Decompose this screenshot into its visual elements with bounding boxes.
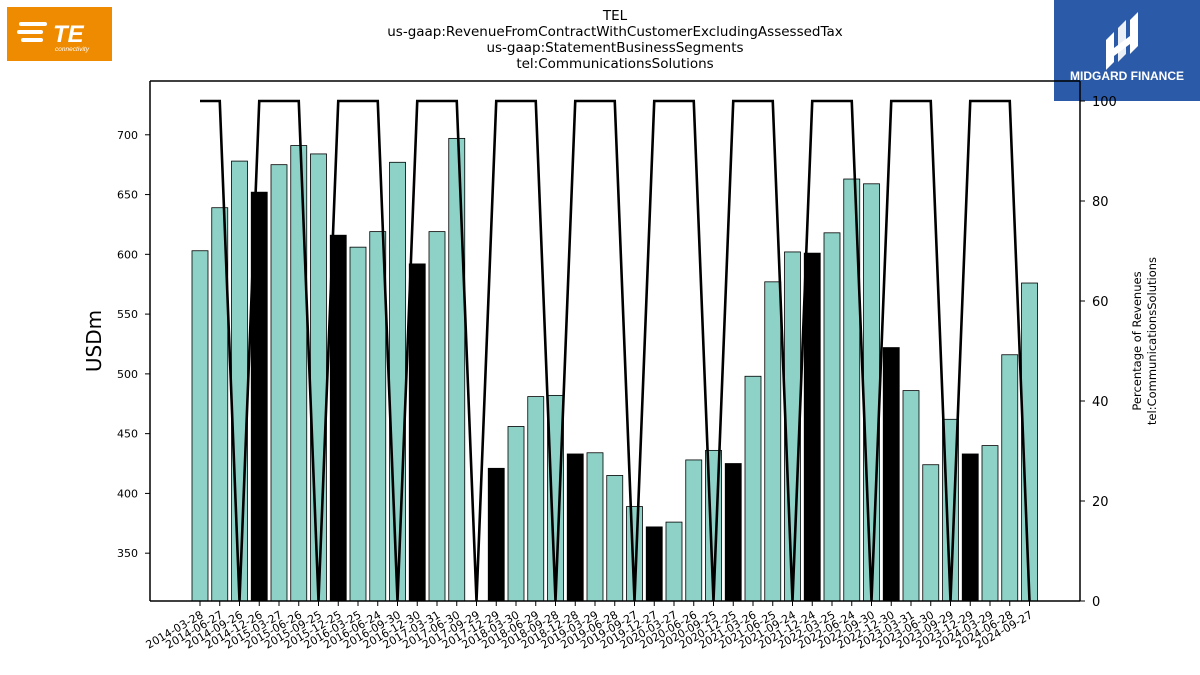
bar-2019-06-28: [606, 475, 624, 602]
y2-tick-label: 100: [1092, 95, 1117, 110]
y2-tick-label: 0: [1092, 595, 1100, 610]
bar-2022-03-25: [823, 232, 841, 602]
y2-tick-label: 80: [1092, 195, 1109, 210]
bar-2021-06-25: [764, 281, 782, 602]
y2-axis-label-line: Percentage of Revenues: [1130, 271, 1144, 410]
te-logo-mark-icon: TE connectivity: [17, 21, 90, 53]
bar-2015-03-27: [270, 164, 288, 602]
bar-2017-06-30: [448, 137, 466, 602]
te-connectivity-logo: TE connectivity: [7, 7, 112, 61]
y-tick-label: 350: [117, 547, 138, 560]
bar-2020-06-26: [685, 459, 703, 602]
y2-tick-label: 20: [1092, 495, 1109, 510]
y-axis-label: USDm: [82, 310, 106, 372]
y-tick-label: 450: [117, 428, 138, 441]
bar-2017-03-31: [428, 231, 446, 602]
bar-2014-09-26: [231, 160, 248, 602]
bar-2014-03-28: [191, 250, 209, 602]
svg-text:TE: TE: [53, 21, 85, 48]
chart-title: TEL us-gaap:RevenueFromContractWithCusto…: [360, 8, 870, 72]
title-line: us-gaap:RevenueFromContractWithCustomerE…: [387, 24, 843, 40]
bar-2023-03-31: [902, 390, 920, 602]
bar-2018-06-29: [527, 396, 545, 602]
svg-text:connectivity: connectivity: [55, 46, 90, 53]
bar-2015-12-25: [329, 234, 347, 602]
bar-2024-03-29: [981, 445, 999, 602]
bar-2018-12-28: [566, 453, 584, 602]
midgard-logo-mark-icon: MIDGARD FINANCE: [1070, 12, 1184, 83]
title-line: tel:CommunicationsSolutions: [516, 56, 714, 72]
bar-2020-03-27: [665, 521, 683, 602]
bar-2019-03-29: [586, 452, 604, 602]
y-tick-label: 600: [117, 248, 138, 261]
y-tick-label: 500: [117, 368, 138, 381]
midgard-finance-logo: MIDGARD FINANCE: [1054, 0, 1200, 101]
y-tick-label: 550: [117, 308, 138, 321]
bar-2023-12-29: [961, 453, 979, 602]
bar-2019-12-27: [645, 526, 663, 602]
bar-2024-06-28: [1001, 354, 1019, 602]
bar-2018-03-30: [507, 426, 525, 602]
title-line: TEL: [602, 8, 628, 24]
bar-2015-09-25: [310, 153, 327, 602]
bar-2016-12-30: [408, 263, 426, 602]
y2-axis-label-line: tel:CommunicationsSolutions: [1145, 257, 1159, 425]
bar-2021-03-26: [744, 375, 762, 602]
bar-2021-12-24: [803, 252, 821, 602]
y-tick-label: 700: [117, 129, 138, 142]
bar-2022-09-30: [863, 183, 880, 602]
bar-2023-06-30: [922, 464, 940, 602]
bar-2020-12-25: [724, 463, 742, 602]
y2-tick-label: 60: [1092, 295, 1109, 310]
bar-2016-03-25: [349, 246, 367, 602]
bar-2017-12-29: [487, 467, 505, 602]
bar-2022-12-30: [882, 347, 900, 602]
y2-tick-label: 40: [1092, 395, 1109, 410]
bar-2016-09-30: [389, 161, 406, 602]
y-tick-label: 400: [117, 487, 138, 500]
percentage-line: [200, 99, 1031, 602]
bar-2016-06-24: [369, 231, 387, 602]
svg-text:MIDGARD FINANCE: MIDGARD FINANCE: [1070, 69, 1184, 83]
title-line: us-gaap:StatementBusinessSegments: [486, 40, 744, 56]
y-tick-label: 650: [117, 189, 138, 202]
